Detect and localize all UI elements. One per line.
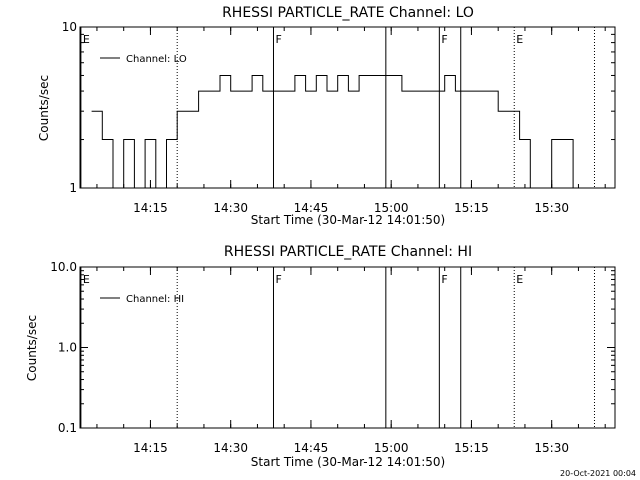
x-tick-label: 14:45 — [294, 441, 329, 455]
event-marker-label: E — [516, 273, 523, 286]
x-tick-label: 14:30 — [213, 441, 248, 455]
chart-title: RHESSI PARTICLE_RATE Channel: LO — [222, 5, 474, 21]
plot-frame — [79, 266, 616, 429]
y-tick-label: 10 — [62, 20, 77, 34]
event-marker-label: F — [275, 273, 281, 286]
footer-timestamp: 20-Oct-2021 00:04 — [560, 469, 636, 478]
legend-label: Channel: HI — [126, 294, 184, 305]
chart-title: RHESSI PARTICLE_RATE Channel: HI — [224, 244, 472, 260]
y-axis-label: Counts/sec — [25, 315, 39, 381]
event-marker-label: E — [83, 273, 90, 286]
event-marker-label: E — [516, 33, 523, 46]
event-marker-label: F — [441, 273, 447, 286]
x-tick-label: 15:00 — [374, 441, 409, 455]
x-tick-label: 15:30 — [534, 201, 569, 215]
plot-marks: 1 10 14:15 14:30 14:45 15:00 15:15 15:30 E F F E Cha… — [62, 20, 615, 215]
x-axis-label: Start Time (30-Mar-12 14:01:50) — [251, 213, 445, 227]
plot-marks: 0.1 1.0 10.0 14:15 14:30 14:45 15:00 15:15 15:30… — [50, 260, 615, 455]
event-marker-label: E — [83, 33, 90, 46]
y-axis-label: Counts/sec — [37, 75, 51, 141]
event-marker-label: F — [275, 33, 281, 46]
y-tick-label: 1.0 — [58, 341, 77, 355]
event-marker-label: F — [441, 33, 447, 46]
x-tick-label: 14:15 — [133, 201, 168, 215]
chart-hi: RHESSI PARTICLE_RATE Channel: HI 0.1 1.0 1… — [25, 244, 616, 469]
x-tick-label: 14:45 — [294, 201, 329, 215]
y-tick-label: 10.0 — [50, 260, 77, 274]
legend-label: Channel: LO — [126, 54, 187, 65]
plot-frame — [79, 26, 616, 189]
x-tick-label: 14:15 — [133, 441, 168, 455]
y-tick-label: 1 — [69, 181, 77, 195]
x-tick-label: 15:15 — [454, 201, 489, 215]
series-line — [91, 75, 580, 189]
x-tick-label: 15:30 — [534, 441, 569, 455]
x-axis-label: Start Time (30-Mar-12 14:01:50) — [251, 455, 445, 469]
x-tick-label: 14:30 — [213, 201, 248, 215]
x-tick-label: 15:15 — [454, 441, 489, 455]
chart-lo: RHESSI PARTICLE_RATE Channel: LO 1 10 14:1… — [37, 5, 616, 227]
y-tick-label: 0.1 — [58, 421, 77, 435]
x-tick-label: 15:00 — [374, 201, 409, 215]
